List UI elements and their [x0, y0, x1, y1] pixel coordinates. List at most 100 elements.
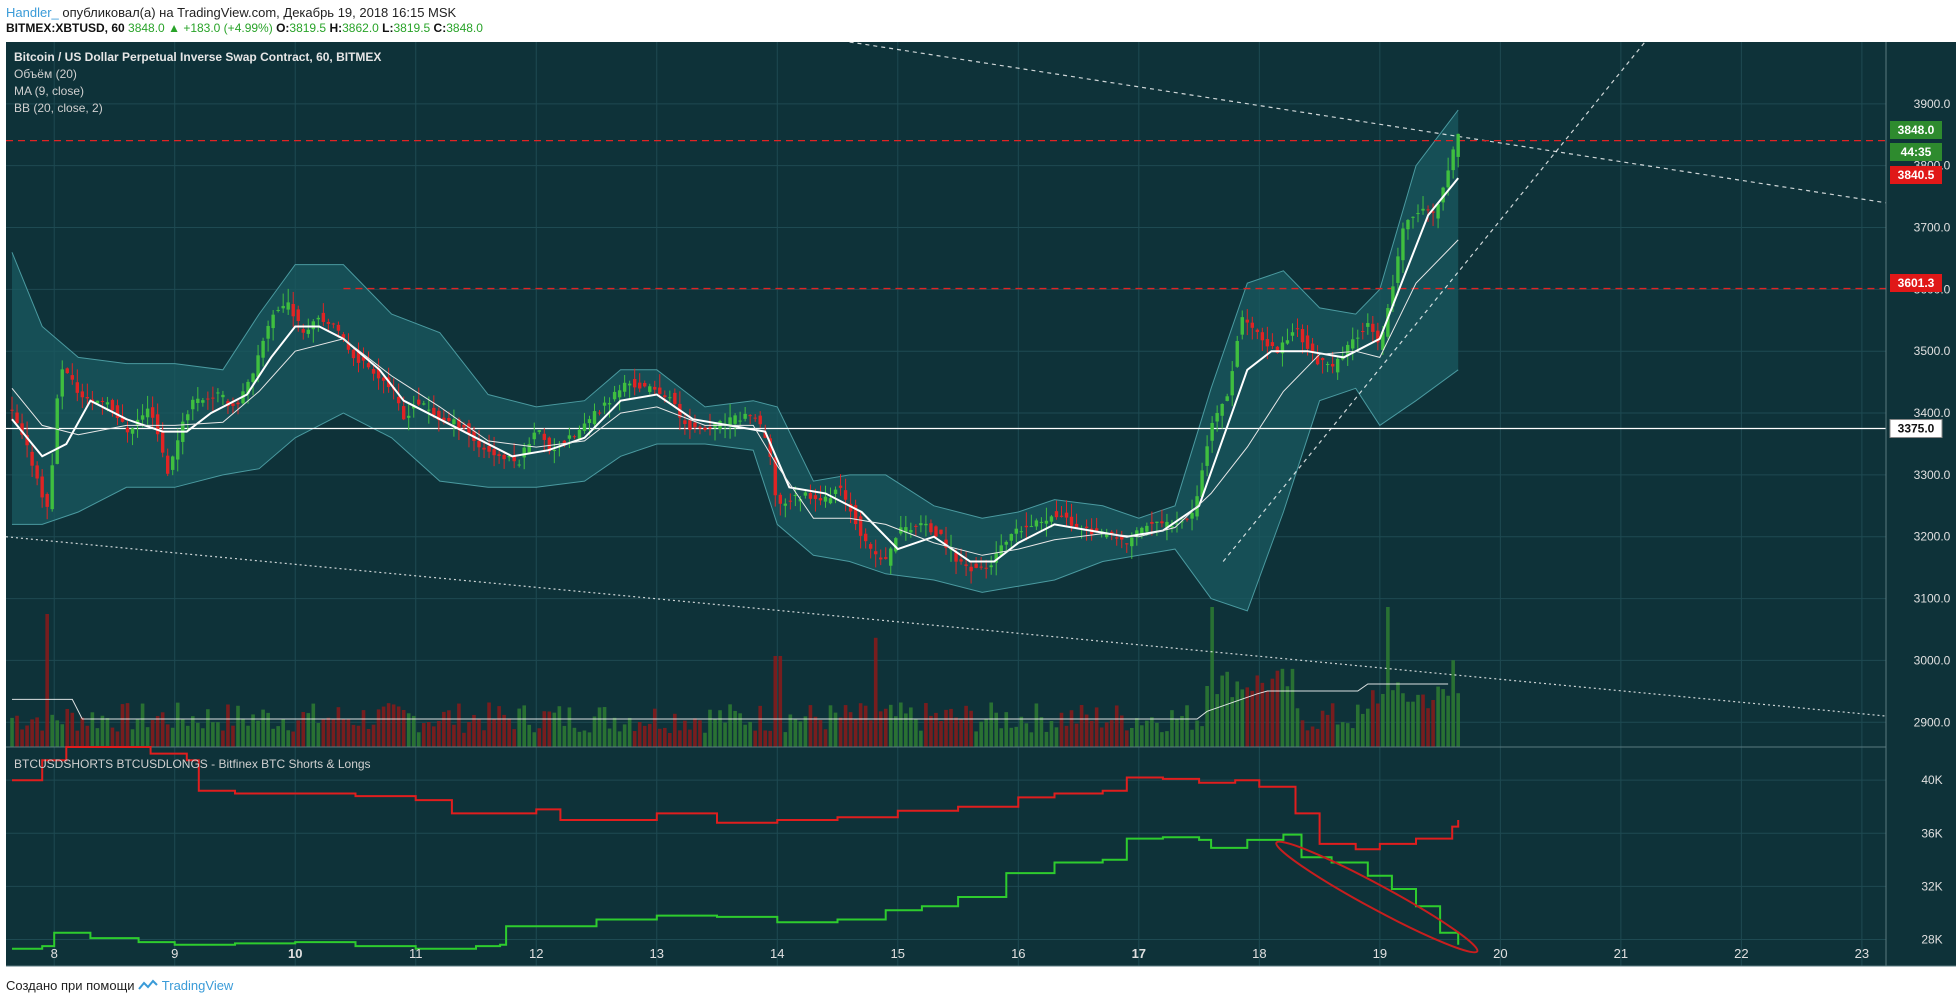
- candle-body: [346, 342, 351, 350]
- volume-bar: [447, 710, 451, 747]
- candle-body: [1411, 216, 1415, 218]
- time-label: 19: [1373, 946, 1387, 961]
- volume-bar: [572, 727, 577, 747]
- volume-bar: [115, 731, 120, 747]
- candle-body: [1361, 331, 1365, 333]
- volume-bar: [291, 731, 296, 747]
- candle-body: [989, 565, 993, 568]
- volume-bar: [1371, 690, 1375, 747]
- candle-body: [753, 417, 757, 419]
- volume-bar: [944, 709, 948, 747]
- legend-bb[interactable]: BB (20, close, 2): [14, 101, 103, 115]
- horizontal-levels[interactable]: [6, 139, 1886, 430]
- volume-bar: [160, 712, 165, 747]
- volume-bar: [150, 720, 155, 747]
- candle-body: [974, 563, 978, 568]
- candle-body: [1255, 329, 1260, 333]
- candle-body: [1351, 339, 1355, 349]
- candle-body: [934, 526, 938, 537]
- candle-body: [567, 435, 572, 439]
- candle-body: [919, 523, 923, 526]
- candle-body: [1376, 330, 1380, 343]
- volume-bar: [1401, 693, 1405, 747]
- moving-average: [11, 177, 1459, 563]
- volume-bar: [1104, 722, 1109, 747]
- candle-body: [577, 430, 582, 440]
- candle-body: [778, 494, 782, 504]
- candle-body: [10, 409, 14, 411]
- legend-indicator[interactable]: BTCUSDSHORTS BTCUSDLONGS - Bitfinex BTC …: [14, 757, 371, 771]
- candle-body: [1155, 521, 1159, 523]
- volume-bar: [1295, 708, 1300, 747]
- volume-bar: [743, 724, 747, 747]
- volume-bar: [592, 716, 597, 747]
- low-label: L:: [382, 21, 394, 35]
- footer-brand-link[interactable]: TradingView: [161, 978, 234, 993]
- legend-ma[interactable]: MA (9, close): [14, 84, 84, 98]
- volume-bar: [1290, 668, 1295, 747]
- candle-body: [708, 427, 712, 429]
- volume-bar: [1265, 690, 1270, 747]
- volume-bar: [1376, 703, 1380, 747]
- volume-bar: [426, 721, 431, 747]
- candle-body: [30, 451, 34, 466]
- volume-bar: [868, 720, 873, 747]
- time-label: 14: [770, 946, 784, 961]
- candle-body: [45, 494, 49, 507]
- candle-body: [316, 317, 321, 320]
- chart-canvas[interactable]: 3900.03800.03700.03600.03500.03400.03300…: [0, 42, 1956, 972]
- change-value: +183.0 (+4.99%): [183, 21, 273, 35]
- high-value: 3862.0: [342, 21, 379, 35]
- volume-bar: [175, 702, 180, 747]
- volume-bar: [251, 714, 255, 747]
- candle-body: [1019, 531, 1024, 533]
- volume-bar: [1064, 725, 1069, 747]
- candle-body: [999, 545, 1003, 556]
- legend-title[interactable]: Bitcoin / US Dollar Perpetual Inverse Sw…: [14, 50, 381, 64]
- candle-body: [818, 498, 823, 501]
- volume-bar: [632, 731, 637, 747]
- volume-bar: [1416, 694, 1420, 747]
- volume-bar: [221, 730, 225, 747]
- volume-bar: [1446, 695, 1450, 747]
- candle-body: [20, 423, 24, 435]
- volume-bar: [1019, 716, 1024, 747]
- countdown-badge: 44:35: [1901, 145, 1932, 159]
- price-axis-area[interactable]: [1886, 42, 1956, 966]
- volume-bar: [266, 712, 270, 747]
- candle-body: [1240, 317, 1244, 335]
- volume-bar: [85, 725, 90, 747]
- candle-body: [758, 415, 762, 425]
- author-link[interactable]: Handler_: [6, 5, 59, 20]
- volume-bar: [1255, 675, 1260, 747]
- candle-body: [1215, 412, 1219, 422]
- volume-bar: [904, 713, 908, 747]
- volume-bar: [557, 706, 562, 747]
- volume-bar: [959, 719, 963, 747]
- volume-bar: [125, 703, 130, 747]
- volume-bar: [567, 707, 572, 747]
- volume-bar: [698, 720, 702, 747]
- volume-bar: [1381, 693, 1385, 747]
- candle-body: [75, 382, 80, 393]
- volume-bar: [411, 715, 416, 747]
- legend-volume[interactable]: Объём (20): [14, 67, 77, 81]
- volume-bar: [306, 713, 311, 747]
- candle-body: [401, 406, 406, 420]
- volume-bar: [386, 703, 391, 747]
- volume-bar: [883, 708, 888, 747]
- candle-body: [1175, 523, 1179, 525]
- volume-bar: [75, 730, 80, 747]
- candle-body: [467, 423, 471, 435]
- candle-body: [422, 403, 426, 405]
- candle-body: [65, 368, 69, 374]
- candle-body: [507, 456, 511, 458]
- candle-body: [1185, 518, 1189, 520]
- volume-bar: [678, 730, 682, 747]
- trendlines[interactable]: [5, 42, 1887, 717]
- volume-bar: [718, 710, 722, 747]
- volume-bar: [627, 717, 632, 747]
- volume-bar: [708, 709, 712, 747]
- volume-bar: [748, 721, 752, 747]
- volume-ma-line: [12, 683, 1449, 720]
